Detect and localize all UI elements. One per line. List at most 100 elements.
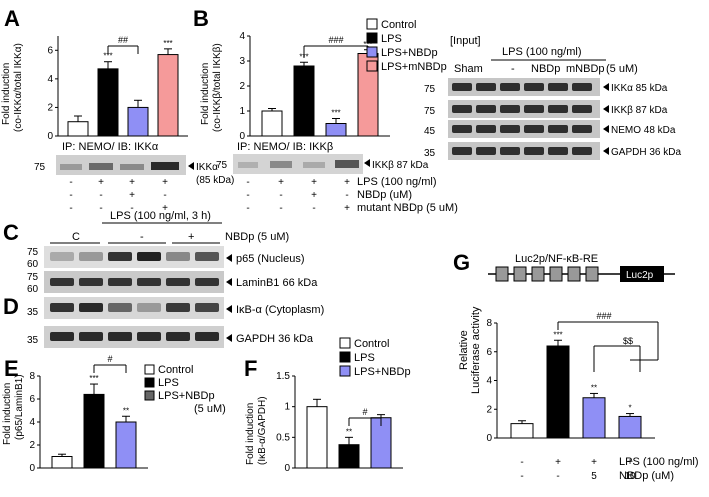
bar: [338, 444, 360, 469]
bar: [510, 423, 534, 439]
bar: [546, 345, 570, 439]
ikba-band: [137, 303, 161, 312]
bar: [293, 65, 315, 137]
c-marker: 60: [27, 259, 39, 270]
y-tick-label: 3: [239, 56, 245, 67]
input-band: [476, 147, 496, 155]
sign: +: [344, 177, 350, 188]
bracket-sig: ##: [118, 35, 128, 45]
row-label-nbdp: NBDp (uM): [357, 189, 412, 201]
legend-swatch-nbdp: [144, 390, 155, 401]
sign: -: [279, 203, 282, 214]
legend-f-item: LPS: [354, 352, 375, 364]
y-tick-label: 0: [239, 131, 245, 142]
input-band: [524, 105, 544, 113]
ikba-band: [166, 303, 190, 312]
chart-b-ylabel-1: Fold induction: [200, 63, 211, 125]
significance-star: ***: [89, 374, 98, 383]
sign: +: [311, 190, 317, 201]
c-label-laminb1: LaminB1 66 kDa: [236, 277, 318, 289]
p65-band: [79, 252, 103, 261]
sign: -: [99, 190, 102, 201]
input-band: [500, 105, 520, 113]
input-band: [572, 147, 592, 155]
sign: +: [627, 457, 633, 468]
signs-a: - + + + - - + - - - - +: [69, 177, 168, 214]
d-label-gapdh: GAPDH 36 kDa: [236, 333, 314, 345]
row-label-lps: LPS (100 ng/ml): [357, 176, 436, 188]
input-lane: Sham: [454, 63, 483, 75]
legend-swatch-control: [339, 337, 351, 349]
input-lane: NBDp: [531, 63, 560, 75]
input-band: [476, 105, 496, 113]
input-band: [524, 125, 544, 133]
chart-g-ylabel-1: Relative: [458, 330, 470, 370]
construct: Luc2p/NF-κB-RE Luc2p: [488, 253, 675, 282]
y-tick-label: 8: [486, 318, 492, 329]
legend-e: Control LPS LPS+NBDp (5 uM): [144, 364, 226, 415]
sign: +: [344, 203, 350, 214]
y-tick-label: 4: [47, 74, 53, 85]
significance-star: ***: [163, 39, 172, 48]
blot-b-band: [335, 160, 359, 168]
blot-a-band-size: (85 kDa): [196, 175, 234, 186]
bar: [157, 54, 179, 137]
legend-f: Control LPS LPS+NBDp: [339, 337, 411, 378]
bracket-sig: #: [107, 354, 112, 364]
input-band: [524, 83, 544, 91]
sign: +: [162, 203, 168, 214]
y-tick-label: 0: [284, 463, 290, 474]
input-band: [452, 105, 472, 113]
bar: [582, 397, 606, 439]
legend-b-item: LPS: [381, 33, 402, 45]
y-tick-label: 1: [239, 106, 245, 117]
sign: -: [69, 190, 72, 201]
ikba-band: [79, 303, 103, 312]
y-tick-label: 1: [284, 402, 290, 413]
gapdh-band: [166, 332, 190, 341]
y-tick-label: 6: [47, 45, 53, 56]
re-box: [495, 266, 509, 282]
c-marker: 75: [27, 272, 39, 283]
arrow-icon: [603, 125, 609, 133]
input-lps-header: LPS (100 ng/ml): [502, 46, 581, 58]
laminb1-band: [79, 278, 103, 286]
chart-e-ylabel-1: Fold induction: [2, 383, 13, 445]
laminb1-band: [166, 278, 190, 286]
c-bands: [50, 252, 219, 286]
y-tick-label: 2: [486, 404, 492, 415]
sign: -: [345, 190, 348, 201]
input-label: IKKα 85 kDa: [611, 83, 668, 94]
bar: [115, 421, 137, 469]
bar: [261, 110, 283, 137]
input-band: [548, 105, 568, 113]
signs-g: - + + + - - 5 10: [520, 457, 636, 482]
bracket-sig: ###: [596, 311, 611, 321]
input-band: [524, 147, 544, 155]
sign: +: [129, 177, 135, 188]
ikba-band: [50, 303, 74, 312]
sign: -: [312, 203, 315, 214]
re-box: [585, 266, 599, 282]
bar: [51, 456, 73, 469]
input-label: NEMO 48 kDa: [611, 125, 676, 136]
c-group: -: [140, 231, 144, 243]
y-tick-label: 2: [29, 440, 35, 451]
blot-a-band: [151, 162, 179, 170]
g-row-label-lps: LPS (100 ng/ml): [619, 456, 698, 468]
input-band: [500, 83, 520, 91]
panel-label-a: A: [4, 6, 20, 31]
arrow-icon: [603, 105, 609, 113]
legend-f-item: Control: [354, 338, 389, 350]
ikba-band: [195, 303, 219, 312]
blot-b-marker: 75: [216, 160, 228, 171]
chart-a-ylabel-1: Fold induction: [1, 63, 12, 125]
p65-band: [195, 252, 219, 261]
input-lane: mNBDp: [566, 63, 605, 75]
legend-b: Control LPS LPS+NBDp LPS+mNBDp: [366, 18, 447, 73]
legend-swatch-lps: [366, 32, 378, 44]
significance-star: ***: [331, 109, 340, 118]
legend-e-item: LPS: [158, 377, 179, 389]
blot-b-band: [270, 161, 292, 168]
bracket-sig: ###: [328, 35, 343, 45]
